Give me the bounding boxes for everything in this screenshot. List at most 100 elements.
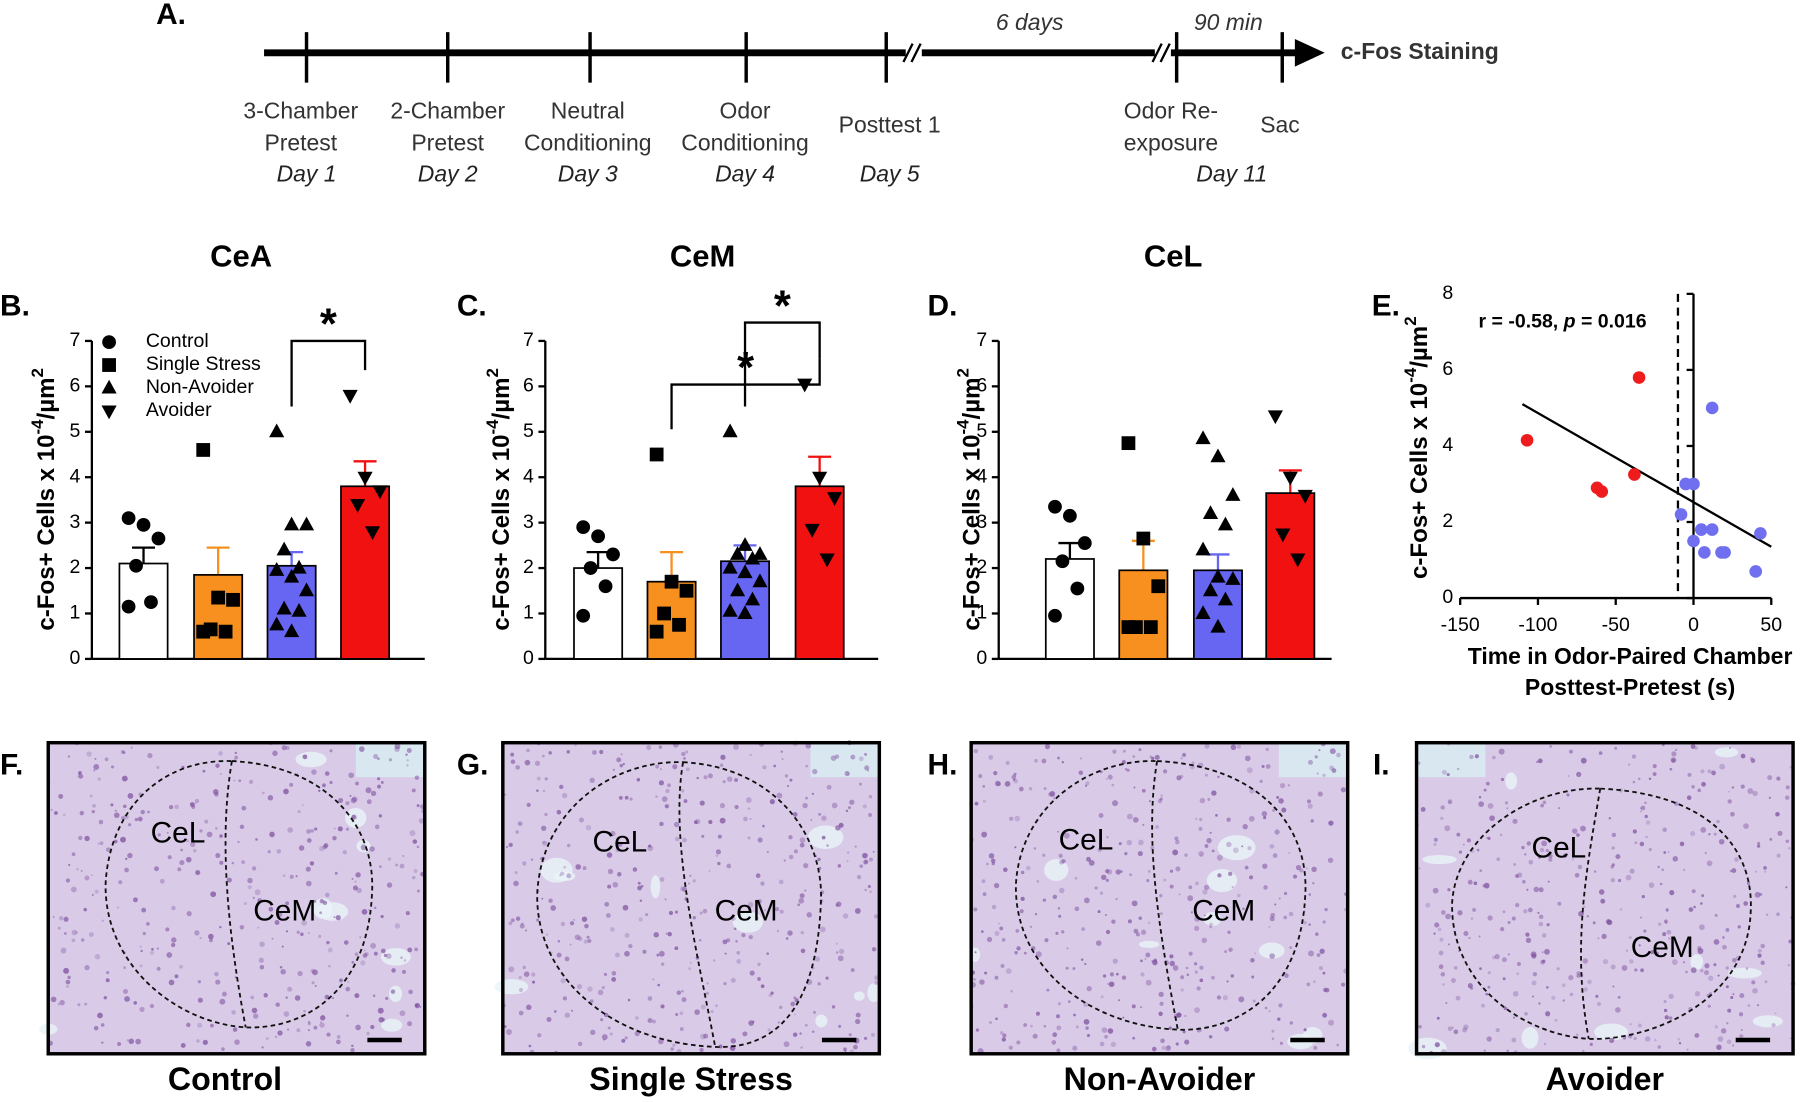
cell-nucleus (1020, 896, 1025, 902)
cell-nucleus (1188, 951, 1193, 956)
cell-nucleus (1142, 823, 1145, 826)
cell-nucleus (1556, 967, 1560, 971)
cell-nucleus (329, 749, 333, 753)
significance-bracket (743, 321, 821, 407)
data-point (1048, 608, 1062, 623)
cell-nucleus (303, 1009, 306, 1013)
cell-nucleus (1075, 1025, 1079, 1029)
cell-nucleus (1118, 842, 1122, 846)
cell-nucleus (1002, 1033, 1007, 1038)
bar (340, 485, 391, 660)
cell-nucleus (283, 788, 289, 795)
cell-nucleus (1222, 995, 1228, 1001)
cell-nucleus (259, 941, 265, 947)
cell-nucleus (627, 998, 631, 1002)
cell-nucleus (415, 1004, 418, 1007)
cell-nucleus (1147, 869, 1151, 873)
tissue-gap (1408, 1037, 1447, 1060)
cell-nucleus (1032, 1033, 1038, 1039)
cell-nucleus (1582, 958, 1589, 964)
y-axis-label-part: /µm (1407, 326, 1434, 368)
cell-nucleus (1457, 910, 1463, 916)
cell-nucleus (1209, 922, 1213, 927)
cell-nucleus (1456, 832, 1461, 837)
data-point (269, 562, 285, 576)
cell-nucleus (1043, 1024, 1047, 1028)
cell-nucleus (1157, 799, 1163, 804)
cell-nucleus (846, 851, 850, 854)
cell-nucleus (1146, 879, 1150, 883)
cell-nucleus (658, 745, 663, 749)
cell-nucleus (97, 777, 101, 781)
cell-nucleus (1184, 853, 1188, 857)
cell-nucleus (1494, 953, 1500, 960)
cell-nucleus (1528, 907, 1533, 913)
cell-nucleus (1084, 897, 1090, 904)
cell-nucleus (319, 845, 325, 852)
cell-nucleus (1133, 928, 1139, 934)
cell-nucleus (675, 1013, 679, 1017)
cell-nucleus (1487, 836, 1491, 840)
y-axis-label: c-Fos+ Cells x 10-4/µm2 (483, 368, 515, 631)
cell-nucleus (355, 872, 361, 878)
cell-nucleus (122, 989, 128, 994)
cell-nucleus (734, 778, 738, 782)
cell-nucleus (271, 937, 274, 940)
cell-nucleus (416, 845, 420, 849)
cell-nucleus (77, 1003, 81, 1007)
cell-nucleus (1622, 1036, 1627, 1040)
data-point (129, 558, 143, 573)
cell-nucleus (712, 959, 716, 962)
cell-nucleus (1545, 849, 1549, 853)
cell-nucleus (1700, 827, 1707, 833)
y-axis-label: c-Fos+ Cells x 10-4/µm2 (953, 368, 985, 631)
data-point (1282, 471, 1298, 486)
cell-nucleus (510, 918, 515, 923)
significance-label: * (774, 282, 791, 330)
cell-nucleus (1204, 773, 1208, 777)
cell-nucleus (618, 795, 623, 800)
cell-nucleus (1111, 783, 1115, 787)
cell-nucleus (1621, 965, 1628, 971)
cell-nucleus (1609, 1037, 1615, 1043)
cell-nucleus (659, 768, 662, 771)
cell-nucleus (1700, 769, 1705, 774)
event-label: Conditioning (524, 130, 652, 156)
cell-nucleus (157, 833, 161, 837)
cell-nucleus (1760, 960, 1765, 965)
y-axis-label-part: /µm (959, 377, 986, 419)
cell-nucleus (1329, 748, 1336, 755)
cell-nucleus (351, 960, 355, 964)
data-point (819, 553, 835, 568)
cell-nucleus (1611, 832, 1617, 838)
cell-nucleus (519, 923, 525, 929)
cell-nucleus (272, 750, 278, 757)
data-point (804, 523, 820, 538)
cell-nucleus (1101, 1027, 1108, 1033)
cell-nucleus (310, 829, 314, 833)
cell-nucleus (581, 916, 588, 922)
cell-nucleus (731, 916, 736, 921)
cell-nucleus (319, 898, 325, 904)
cell-nucleus (536, 918, 540, 922)
cell-nucleus (126, 1039, 129, 1042)
tissue-gap (815, 1014, 828, 1028)
data-point (1048, 499, 1062, 514)
cell-nucleus (1272, 853, 1278, 858)
cell-nucleus (762, 765, 767, 770)
region-label: CeL (593, 826, 648, 859)
cell-nucleus (139, 945, 142, 948)
cell-nucleus (868, 813, 873, 817)
cell-nucleus (1269, 916, 1275, 922)
cell-nucleus (1752, 988, 1758, 994)
cell-nucleus (100, 1023, 105, 1027)
event-label: 2-Chamber (390, 98, 505, 124)
cell-nucleus (559, 784, 564, 790)
cell-nucleus (787, 930, 793, 936)
cell-nucleus (991, 904, 997, 910)
cell-nucleus (1533, 886, 1540, 893)
cell-nucleus (1664, 1015, 1669, 1020)
cell-nucleus (717, 861, 721, 866)
image-caption: Control (168, 1061, 282, 1097)
data-point (1210, 448, 1226, 463)
